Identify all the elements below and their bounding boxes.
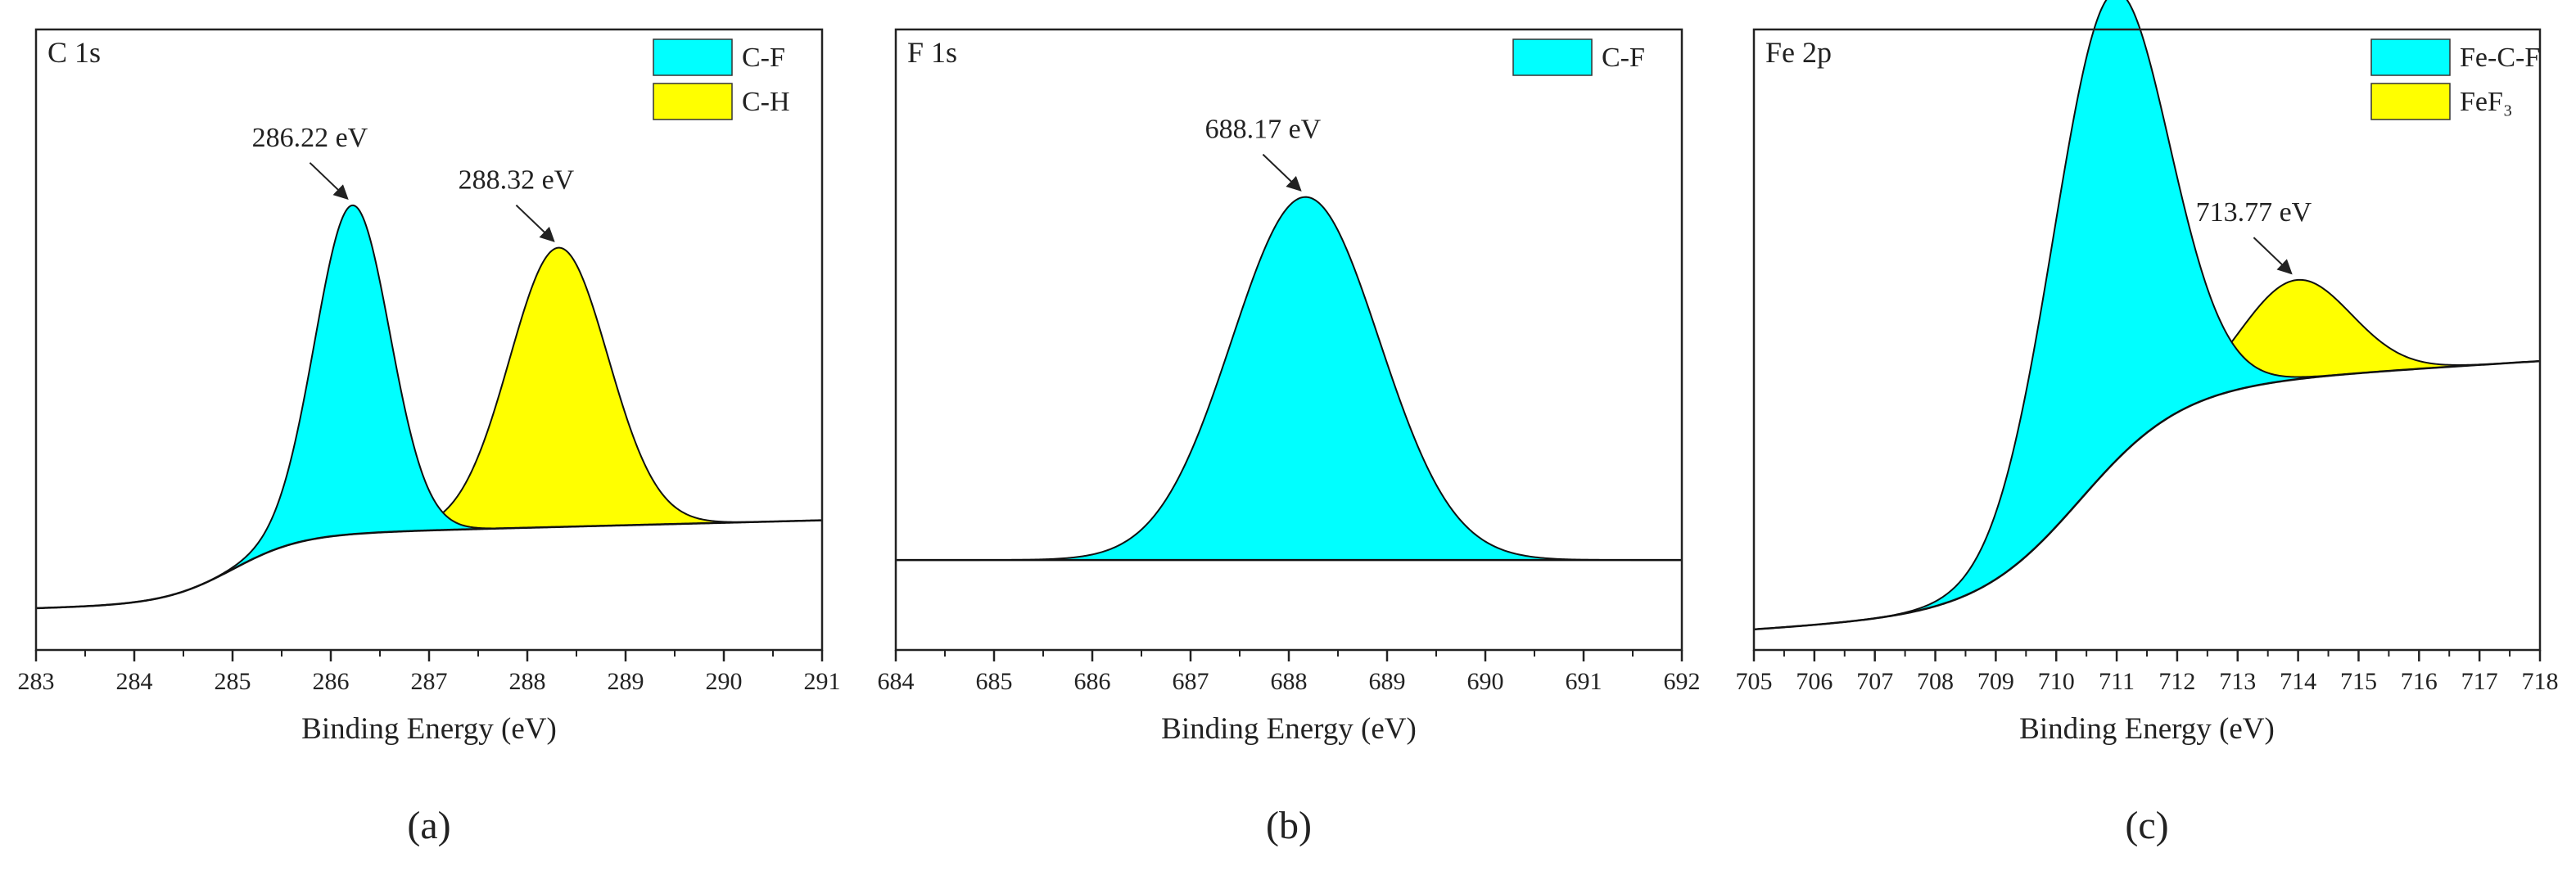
x-tick-label: 714	[2280, 668, 2316, 695]
x-tick-label: 690	[1467, 668, 1504, 695]
legend: Fe-C-F FeF₃	[2370, 38, 2540, 120]
legend-swatch	[2370, 83, 2451, 120]
panel-title: F 1s	[907, 36, 957, 69]
x-tick-label: 709	[1977, 668, 2014, 695]
x-tick-label: 285	[215, 668, 251, 695]
legend-label: C-F	[1602, 43, 1645, 73]
peak-annotation: 286.22 eV	[252, 123, 368, 153]
x-tick-label: 706	[1796, 668, 1833, 695]
legend-label: C-H	[742, 87, 790, 117]
background-line	[1753, 359, 2541, 631]
legend-swatch	[653, 83, 733, 120]
x-tick-label: 287	[411, 668, 448, 695]
background-line	[35, 519, 823, 610]
x-tick-label: 713	[2219, 668, 2256, 695]
panel-label: (b)	[1266, 804, 1312, 847]
peak-fill-1	[1754, 0, 2540, 630]
peak-fill-1	[896, 196, 1682, 561]
peak-annotation: 288.32 eV	[459, 165, 575, 196]
legend: C-F C-H	[653, 38, 790, 120]
x-tick-label: 718	[2522, 668, 2559, 695]
legend: C-F	[1512, 38, 1645, 76]
panel-title: Fe 2p	[1765, 36, 1832, 69]
panel-title: C 1s	[47, 36, 101, 69]
annotation-arrow	[309, 162, 349, 201]
legend-label: C-F	[742, 43, 785, 73]
panel-1: 283 284 285 286 287 288 289 290 291 Binding Energ…	[18, 28, 841, 847]
x-axis-title: Binding Energy (eV)	[301, 712, 557, 746]
x-tick-label: 688	[1271, 668, 1308, 695]
x-tick-label: 692	[1664, 668, 1701, 695]
x-tick-label: 717	[2461, 668, 2498, 695]
x-tick-label: 289	[608, 668, 644, 695]
peak-annotation: 713.77 eV	[2196, 197, 2312, 228]
annotation-arrow	[2253, 237, 2293, 275]
x-tick-label: 716	[2401, 668, 2438, 695]
peak-outline-2	[35, 246, 823, 609]
peak-annotation: 688.17 eV	[1205, 115, 1322, 145]
x-tick-label: 290	[706, 668, 743, 695]
peak-fill-2	[1754, 279, 2540, 630]
x-tick-label: 687	[1173, 668, 1209, 695]
legend-swatch	[1512, 38, 1593, 76]
peak-outline-1	[35, 204, 823, 609]
x-tick-label: 708	[1917, 668, 1954, 695]
x-tick-label: 710	[2038, 668, 2075, 695]
annotation-arrow	[515, 204, 555, 242]
plot-frame	[34, 28, 824, 652]
x-axis-title: Binding Energy (eV)	[2019, 712, 2275, 746]
x-tick-label: 686	[1074, 668, 1111, 695]
x-axis-title: Binding Energy (eV)	[1161, 712, 1417, 746]
x-tick-label: 284	[116, 668, 153, 695]
x-tick-label: 705	[1736, 668, 1773, 695]
x-tick-label: 684	[878, 668, 915, 695]
annotation-arrow	[1262, 153, 1302, 192]
x-tick-label: 283	[18, 668, 55, 695]
legend-swatch	[653, 38, 733, 76]
x-tick-label: 707	[1856, 668, 1893, 695]
x-tick-label: 715	[2340, 668, 2377, 695]
peak-fill-1	[36, 205, 822, 608]
peak-fill-2	[36, 247, 822, 608]
x-tick-label: 691	[1566, 668, 1602, 695]
legend-swatch	[2370, 38, 2451, 76]
x-tick-label: 288	[509, 668, 546, 695]
x-tick-label: 685	[976, 668, 1013, 695]
panel-3: 705 706 707 708 709 710 711 712 713 714 715 716 717 7…	[1736, 0, 2559, 847]
x-tick-label: 711	[2099, 668, 2135, 695]
panel-2: 684 685 686 687 688 689 690 691 692 Binding Energ…	[878, 28, 1701, 847]
x-tick-label: 291	[804, 668, 841, 695]
x-tick-label: 712	[2158, 668, 2195, 695]
x-tick-label: 286	[313, 668, 350, 695]
legend-label: FeF₃	[2460, 87, 2513, 117]
panel-label: (c)	[2125, 804, 2168, 847]
x-tick-label: 689	[1369, 668, 1406, 695]
panel-label: (a)	[407, 804, 450, 847]
legend-label: Fe-C-F	[2460, 43, 2540, 73]
